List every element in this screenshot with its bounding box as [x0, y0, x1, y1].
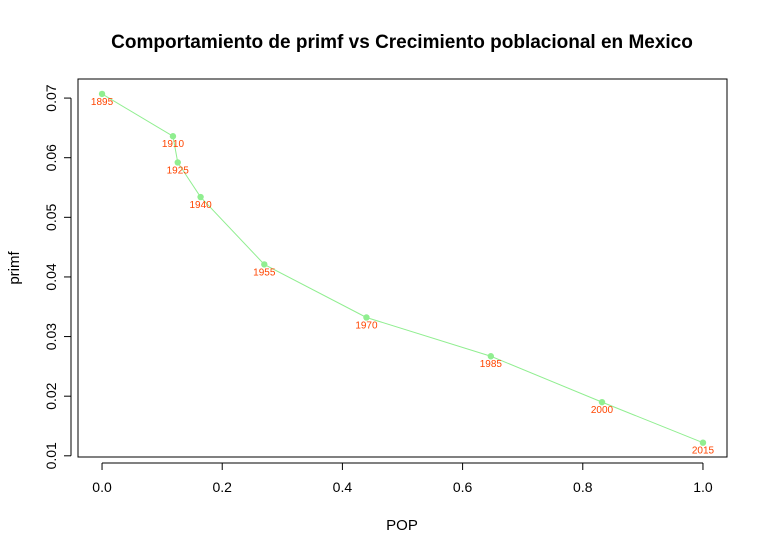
x-tick-label: 0.8: [573, 479, 593, 495]
data-point: [487, 353, 495, 360]
data-point-label: 1985: [480, 359, 503, 370]
x-tick-label: 0.2: [212, 479, 232, 495]
data-point-label: 2000: [591, 405, 614, 416]
y-axis-label: primf: [6, 251, 23, 285]
data-point-label: 1970: [355, 320, 378, 331]
data-point: [98, 90, 106, 98]
data-point: [363, 314, 370, 321]
series-line: [101, 93, 704, 444]
data-point: [261, 261, 268, 268]
x-tick-label: 1.0: [693, 479, 713, 495]
data-point-label: 2015: [692, 446, 715, 457]
x-tick-label: 0.6: [453, 479, 473, 495]
y-tick-label: 0.06: [43, 144, 59, 171]
data-point: [598, 398, 606, 406]
x-tick-label: 0.0: [92, 479, 112, 495]
x-axis-label: POP: [386, 517, 418, 534]
data-point-label: 1895: [91, 97, 114, 108]
x-axis: 0.0 0.2 0.4 0.6 0.8 1.0: [92, 462, 713, 495]
chart-title: Comportamiento de primf vs Crecimiento p…: [111, 32, 693, 53]
data-point: [699, 439, 707, 446]
data-point: [197, 193, 204, 201]
y-tick-label: 0.04: [43, 263, 59, 290]
y-tick-label: 0.05: [43, 203, 59, 230]
series-layer: 1895 1910 1925 1940 1955 1970 1985 2000 2015: [91, 90, 715, 457]
x-tick-label: 0.4: [333, 479, 353, 495]
data-point-label: 1925: [167, 165, 190, 176]
data-point: [169, 133, 177, 140]
y-tick-label: 0.03: [43, 323, 59, 350]
data-point: [174, 159, 181, 166]
y-tick-label: 0.02: [43, 382, 59, 409]
y-axis: 0.01 0.02 0.03 0.04 0.05 0.06 0.07: [43, 84, 72, 469]
y-tick-label: 0.07: [43, 84, 59, 111]
data-point-label: 1910: [162, 139, 185, 150]
y-tick-label: 0.01: [43, 442, 59, 469]
data-point-label: 1940: [189, 200, 212, 211]
data-point-label: 1955: [253, 267, 276, 278]
plot-area-frame: [77, 78, 728, 458]
